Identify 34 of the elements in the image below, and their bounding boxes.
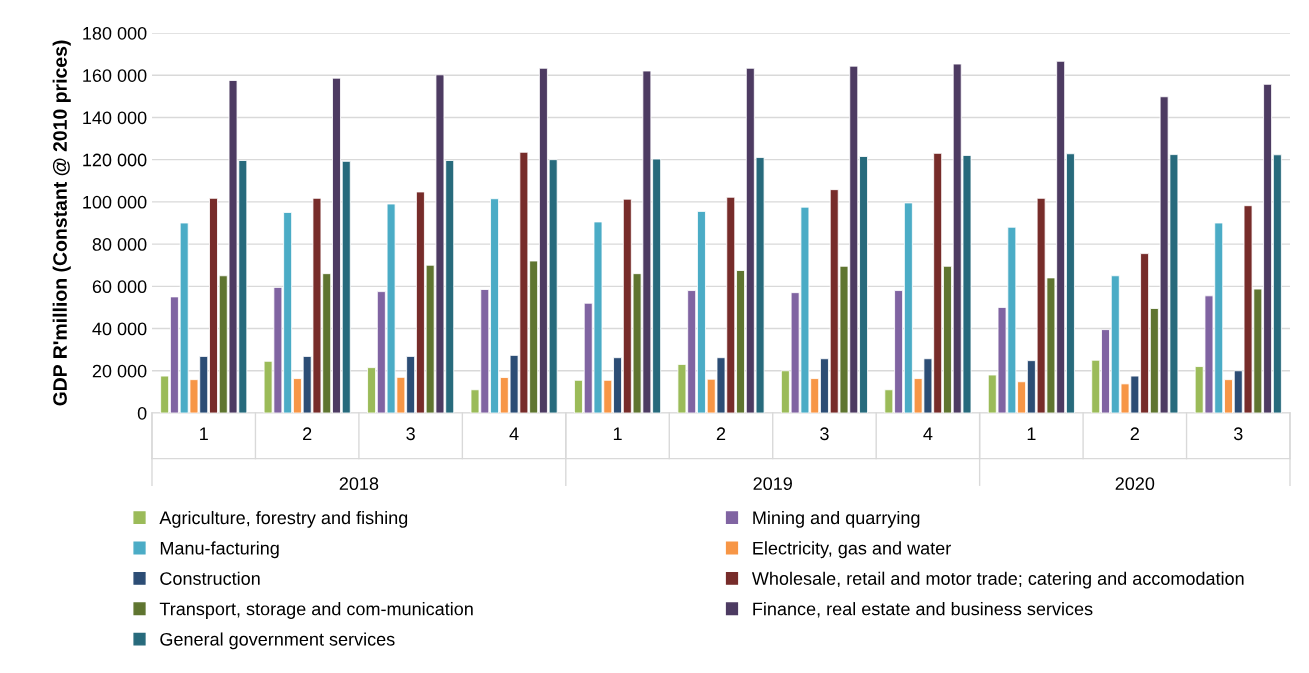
y-tick-label: 120 000 [83, 153, 147, 167]
text: 2018 [339, 477, 379, 491]
legend-label: Mining and quarrying [753, 510, 920, 528]
y-tick-label: 0 [137, 406, 147, 420]
legend-label: Transport, storage and com-munication [159, 602, 473, 619]
x-tick-label: 3 [820, 427, 829, 441]
y-axis-title: GDP R'million (Constant @ 2010 prices) [52, 40, 71, 406]
x-tick-label: 3 [1233, 427, 1243, 441]
legend-label: Manu-facturing [160, 541, 279, 559]
x-tick-label: 2 [1130, 427, 1139, 440]
y-tick-label: 160 000 [83, 69, 147, 82]
y-tick-label: 40 000 [92, 322, 147, 336]
y-tick-label: 80 000 [92, 238, 147, 251]
x-tick-label: 2 [303, 427, 312, 440]
legend-label: General government services [160, 632, 395, 650]
y-tick-label: 20 000 [92, 364, 147, 378]
x-tick-label: 4 [509, 427, 519, 440]
x-tick-label: 3 [406, 427, 415, 441]
legend-label: Electricity, gas and water [753, 541, 951, 559]
y-tick-label: 60 000 [92, 280, 147, 294]
y-tick-label: 180 000 [83, 26, 147, 40]
y-tick-label: 140 000 [83, 111, 147, 125]
text: 2019 [753, 477, 792, 491]
x-tick-label: 4 [923, 427, 933, 440]
legend-label: Finance, real estate and business services [753, 602, 1093, 618]
x-tick-label: 2 [716, 427, 726, 440]
legend-label: Wholesale, retail and motor trade; catering and accomodation [751, 571, 1244, 589]
x-tick-label: 1 [1027, 427, 1036, 440]
x-tick-label: 1 [613, 427, 622, 440]
x-tick-label: 1 [200, 427, 208, 440]
y-tick-label: 100 000 [83, 195, 147, 209]
legend-label: Construction [160, 571, 260, 585]
legend-label: Agriculture, forestry and fishing [159, 510, 408, 528]
text: 2020 [1115, 477, 1155, 491]
